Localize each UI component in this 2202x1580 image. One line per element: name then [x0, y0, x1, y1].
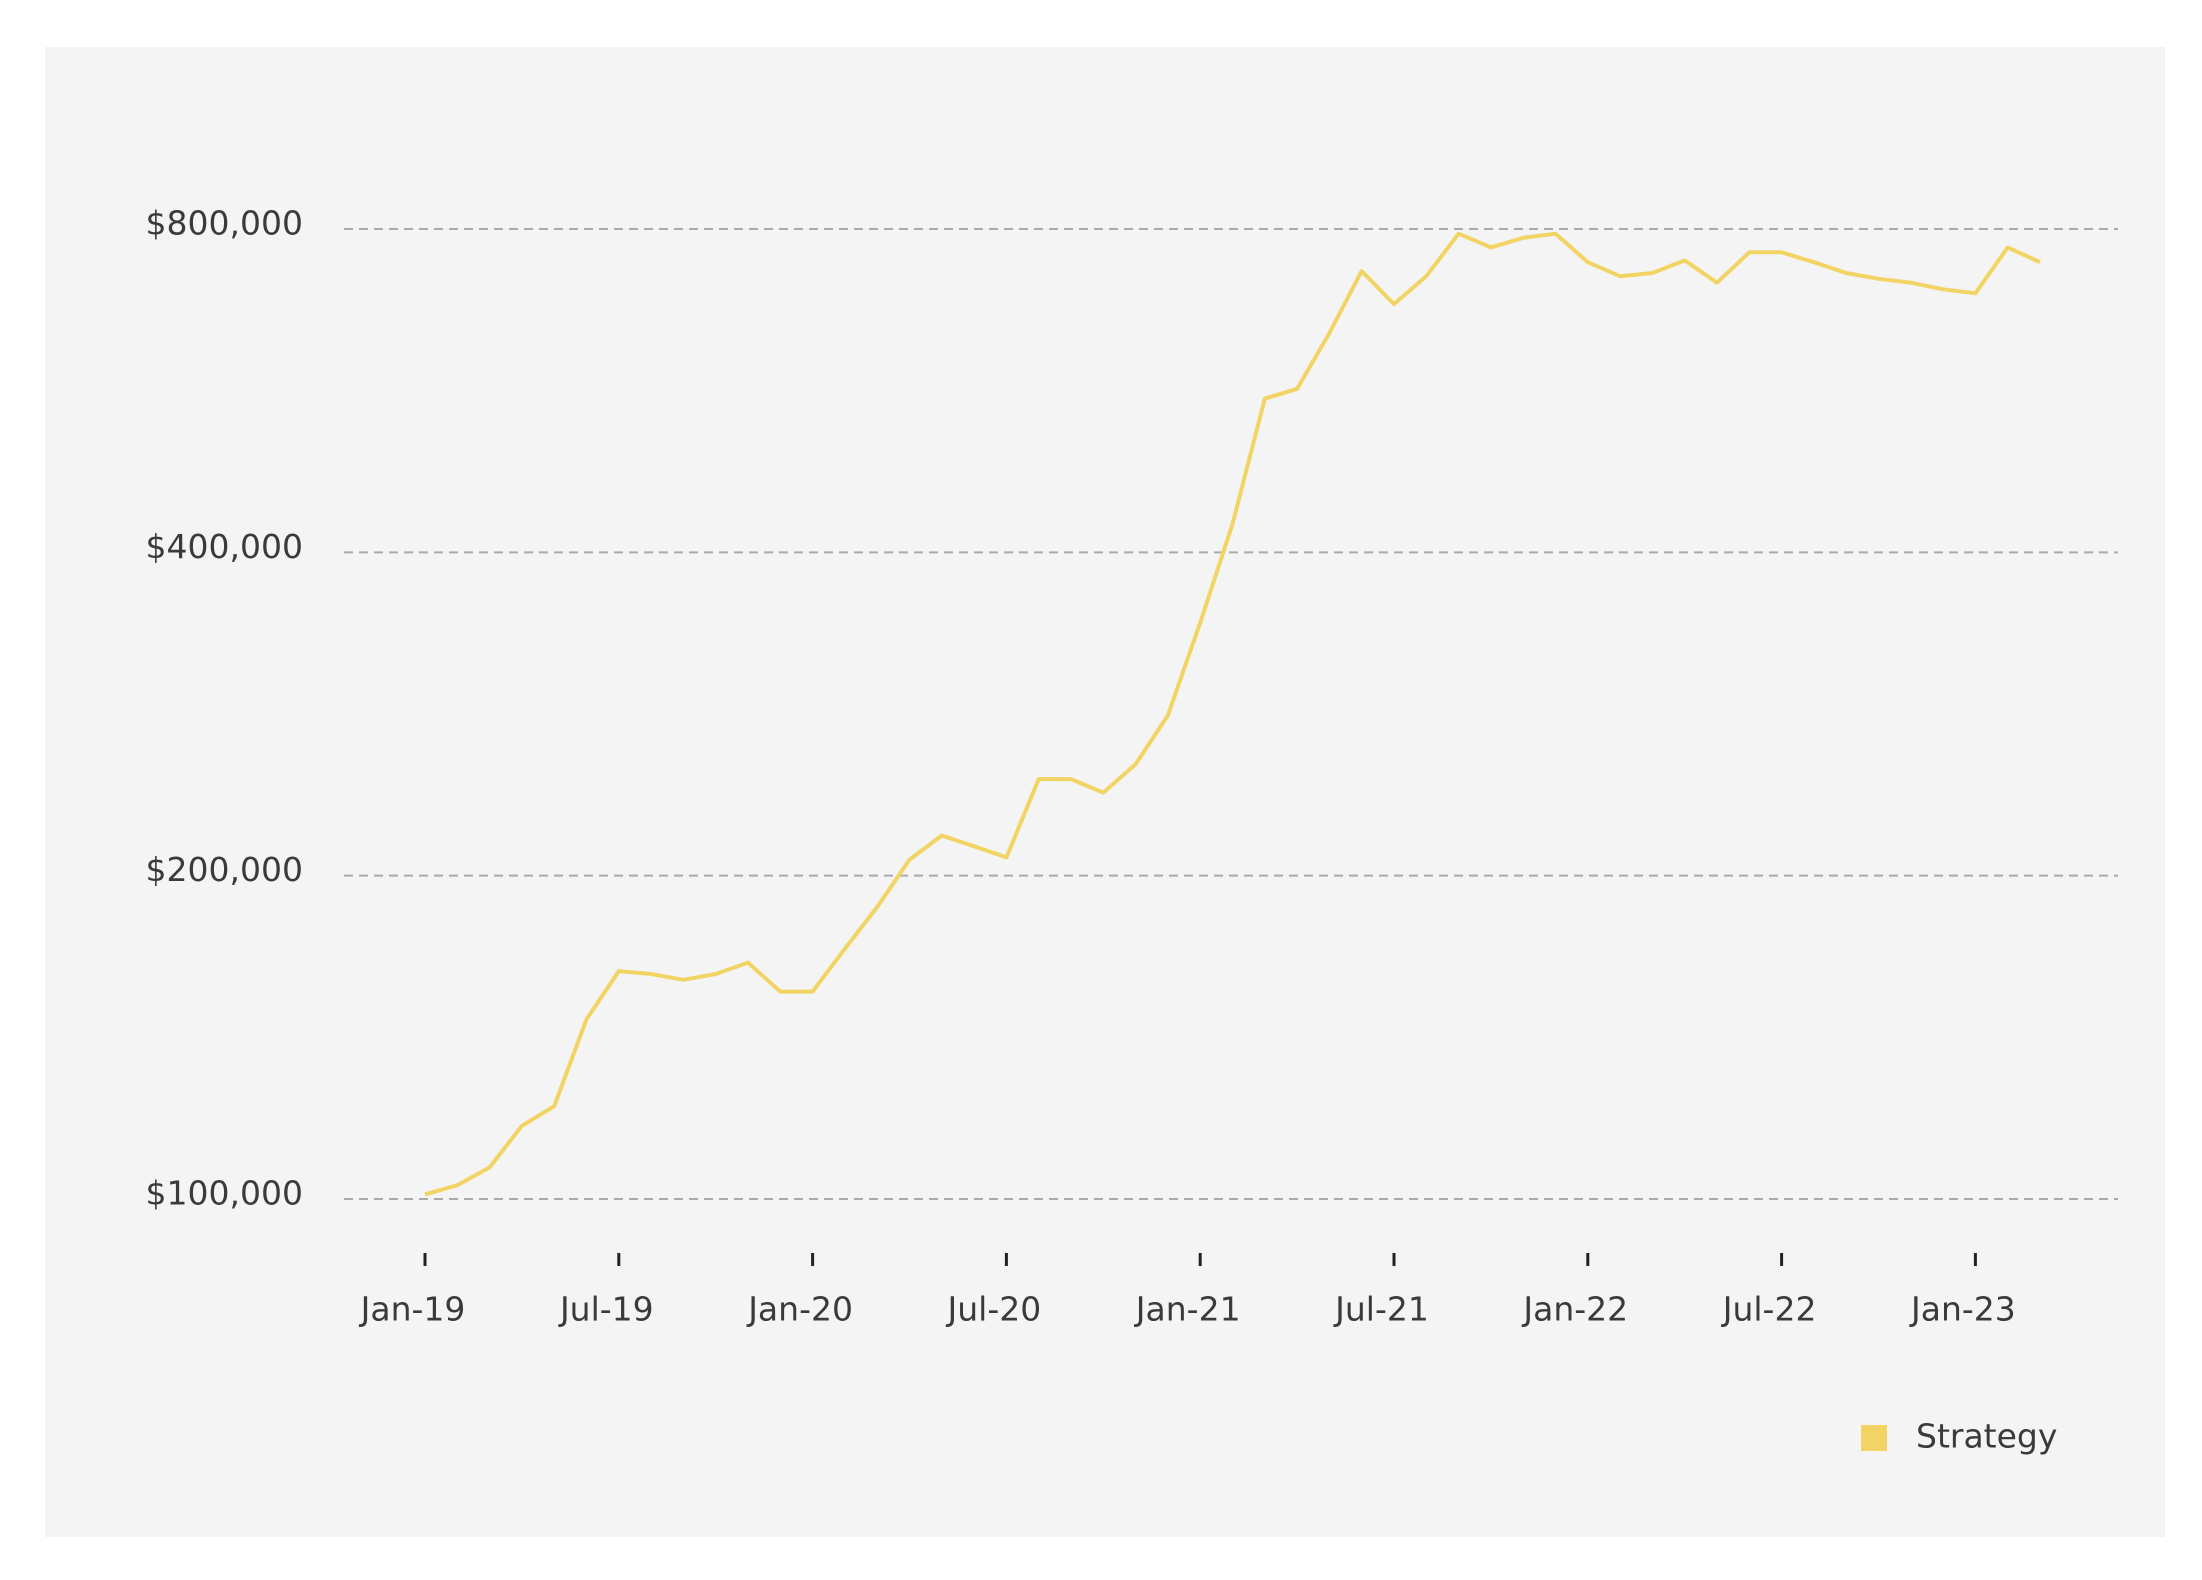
x-tick-label: Jan-19	[359, 1290, 466, 1329]
x-tick-label: Jan-22	[1521, 1290, 1628, 1329]
legend-swatch	[1861, 1425, 1887, 1451]
y-tick-label: $100,000	[146, 1174, 303, 1213]
x-tick-label: Jul-21	[1333, 1290, 1429, 1329]
y-tick-label: $800,000	[146, 204, 303, 243]
y-tick-label: $200,000	[146, 850, 303, 889]
x-tick-label: Jul-19	[558, 1290, 654, 1329]
data-line	[424, 231, 2041, 1197]
x-tick-label: Jul-20	[946, 1290, 1042, 1329]
x-tick-label: Jan-21	[1134, 1290, 1241, 1329]
x-tick-label: Jan-23	[1909, 1290, 2016, 1329]
legend-label: Strategy	[1916, 1417, 2057, 1456]
y-tick-label: $400,000	[146, 527, 303, 566]
x-tick-label: Jan-20	[746, 1290, 853, 1329]
x-tick-label: Jul-22	[1721, 1290, 1817, 1329]
